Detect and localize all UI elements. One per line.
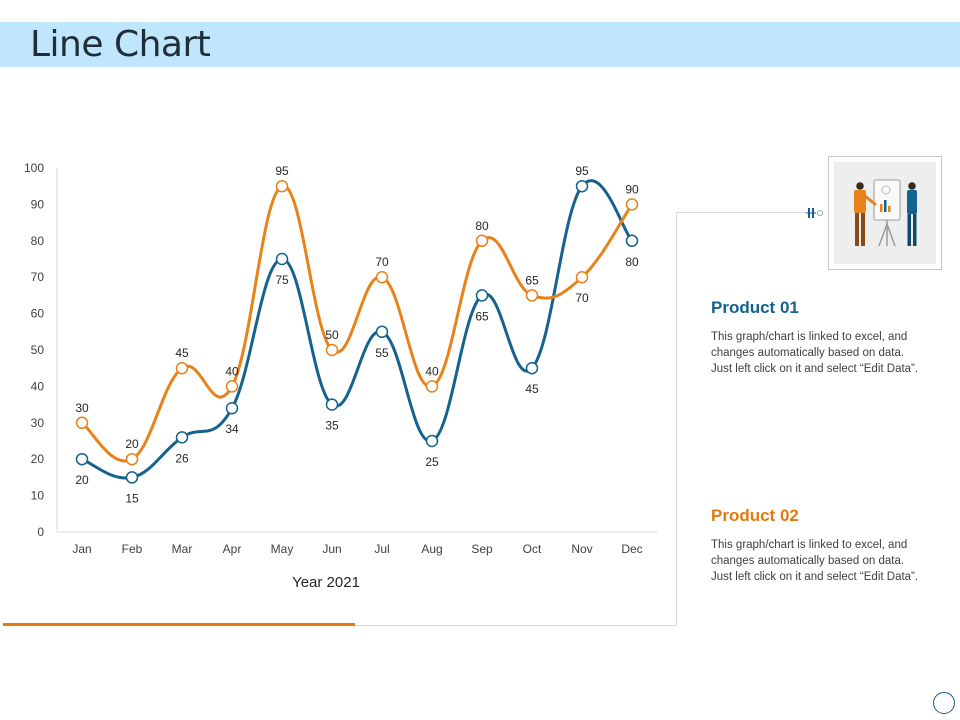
y-tick-label: 90 bbox=[31, 197, 45, 211]
data-label-product-02: 70 bbox=[575, 291, 589, 305]
data-point-product-02 bbox=[175, 361, 189, 375]
x-tick-label: Oct bbox=[523, 542, 542, 556]
data-point-product-02 bbox=[225, 380, 239, 393]
data-point-product-02 bbox=[325, 343, 339, 357]
data-point-product-01 bbox=[525, 361, 539, 375]
data-point-product-01 bbox=[475, 289, 489, 302]
data-label-product-01: 35 bbox=[325, 419, 339, 433]
page-title: Line Chart bbox=[30, 24, 211, 65]
y-tick-label: 40 bbox=[31, 379, 45, 393]
y-tick-label: 100 bbox=[24, 161, 44, 175]
x-tick-label: Sep bbox=[471, 542, 493, 556]
accent-line bbox=[3, 623, 355, 626]
x-axis-title: Year 2021 bbox=[292, 574, 360, 591]
data-label-product-01: 15 bbox=[125, 491, 139, 505]
x-tick-label: Jun bbox=[322, 542, 341, 556]
product-02-description: This graph/chart is linked to excel, and… bbox=[711, 539, 919, 583]
y-tick-label: 10 bbox=[31, 489, 45, 503]
data-point-product-01 bbox=[575, 179, 589, 193]
data-label-product-01: 75 bbox=[275, 273, 289, 287]
data-point-product-02 bbox=[525, 289, 539, 302]
x-tick-label: Jan bbox=[72, 542, 91, 556]
data-label-product-01: 65 bbox=[475, 309, 489, 323]
y-tick-label: 0 bbox=[37, 525, 44, 539]
product-01-description: This graph/chart is linked to excel, and… bbox=[711, 331, 919, 375]
product-01-title: Product 01 bbox=[711, 298, 799, 317]
data-label-product-01: 34 bbox=[225, 422, 239, 436]
corner-circle-icon bbox=[933, 692, 955, 714]
data-point-product-01 bbox=[425, 434, 439, 448]
y-tick-label: 80 bbox=[31, 234, 45, 248]
line-chart: 0 10 20 30 40 50 60 70 80 90 100 Jan Feb Mar Apr May Ju… bbox=[24, 161, 657, 591]
data-label-product-01: 26 bbox=[175, 451, 189, 465]
data-label-product-02: 95 bbox=[275, 164, 289, 178]
data-label-product-01: 55 bbox=[375, 346, 389, 360]
data-label-product-02: 45 bbox=[175, 346, 189, 360]
data-point-product-02 bbox=[125, 452, 139, 466]
data-point-product-02 bbox=[375, 270, 389, 284]
data-label-product-02: 40 bbox=[225, 364, 239, 378]
data-label-product-02: 65 bbox=[525, 273, 539, 287]
data-point-product-02 bbox=[625, 198, 639, 211]
data-point-product-01 bbox=[625, 234, 639, 248]
x-tick-label: Nov bbox=[571, 542, 592, 556]
data-label-product-02: 40 bbox=[425, 364, 439, 378]
data-label-product-01: 45 bbox=[525, 382, 539, 396]
frame-line-right bbox=[676, 212, 677, 626]
data-label-product-01: 25 bbox=[425, 455, 439, 469]
x-tick-label: Aug bbox=[421, 542, 442, 556]
y-tick-label: 30 bbox=[31, 416, 45, 430]
data-label-product-02: 90 bbox=[625, 182, 639, 196]
data-point-product-02 bbox=[475, 234, 489, 248]
series-line-product-01 bbox=[81, 179, 634, 480]
data-label-product-02: 80 bbox=[475, 219, 489, 233]
x-tick-label: Dec bbox=[621, 542, 642, 556]
title-bar: Line Chart bbox=[0, 22, 960, 67]
x-tick-label: May bbox=[271, 542, 294, 556]
data-label-product-01: 20 bbox=[75, 473, 89, 487]
data-point-product-01 bbox=[75, 452, 89, 466]
x-tick-label: Apr bbox=[223, 542, 242, 556]
data-point-product-01 bbox=[375, 325, 389, 339]
data-point-product-02 bbox=[575, 270, 589, 284]
y-tick-label: 70 bbox=[31, 270, 45, 284]
data-label-product-01: 80 bbox=[625, 255, 639, 269]
data-point-product-01 bbox=[175, 431, 189, 444]
connector-icon bbox=[806, 208, 823, 218]
data-point-product-01 bbox=[225, 401, 239, 415]
frame-line-top bbox=[676, 212, 806, 213]
data-label-product-02: 20 bbox=[125, 437, 139, 451]
data-point-product-01 bbox=[125, 471, 139, 484]
frame-line-bottom bbox=[355, 625, 677, 626]
product-02-title: Product 02 bbox=[711, 506, 799, 525]
data-label-product-01: 95 bbox=[575, 164, 589, 178]
presentation-people-icon bbox=[854, 179, 917, 247]
x-tick-label: Jul bbox=[374, 542, 389, 556]
y-tick-label: 60 bbox=[31, 307, 45, 321]
series-line-product-02 bbox=[80, 184, 634, 463]
data-point-product-02 bbox=[275, 179, 289, 193]
data-point-product-01 bbox=[325, 398, 339, 411]
data-label-product-02: 50 bbox=[325, 328, 339, 342]
data-point-product-02 bbox=[75, 416, 89, 430]
data-point-product-02 bbox=[425, 380, 439, 393]
x-tick-label: Mar bbox=[172, 542, 193, 556]
data-label-product-02: 30 bbox=[75, 401, 89, 415]
y-tick-label: 20 bbox=[31, 452, 45, 466]
data-point-product-01 bbox=[275, 252, 289, 266]
data-label-product-02: 70 bbox=[375, 255, 389, 269]
illustration-frame bbox=[828, 156, 942, 270]
y-tick-label: 50 bbox=[31, 343, 45, 357]
x-tick-label: Feb bbox=[122, 542, 143, 556]
